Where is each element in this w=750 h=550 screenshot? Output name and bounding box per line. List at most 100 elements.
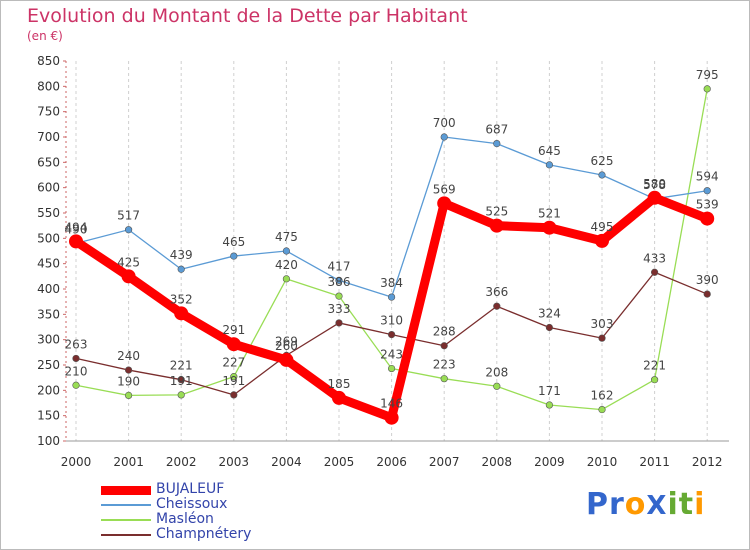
x-tick-label: 2012 (692, 455, 723, 469)
data-point (230, 391, 238, 399)
data-point (177, 265, 185, 273)
data-point (545, 323, 554, 332)
x-tick-label: 2002 (166, 455, 197, 469)
x-tick-label: 2004 (271, 455, 302, 469)
y-tick-label: 250 (37, 358, 60, 372)
data-label: 221 (643, 359, 666, 373)
data-point (703, 85, 711, 93)
data-label: 494 (65, 220, 88, 234)
y-tick-label: 300 (37, 333, 60, 347)
data-point (493, 382, 501, 390)
data-label: 227 (222, 356, 245, 370)
data-label: 687 (485, 123, 508, 137)
data-label: 490 (65, 222, 88, 236)
data-label: 525 (485, 205, 508, 219)
data-label: 191 (222, 374, 245, 388)
legend-label: Cheissoux (156, 496, 228, 512)
data-point (388, 293, 396, 301)
x-tick-label: 2011 (639, 455, 670, 469)
chart-title: Evolution du Montant de la Dette par Hab… (27, 5, 468, 27)
data-label: 625 (591, 154, 614, 168)
data-label: 208 (485, 365, 508, 379)
data-point (335, 292, 343, 300)
y-tick-label: 150 (37, 409, 60, 423)
data-label: 465 (222, 235, 245, 249)
data-label: 420 (275, 258, 298, 272)
data-label: 390 (696, 273, 719, 287)
data-point (440, 375, 448, 383)
y-tick-label: 450 (37, 257, 60, 271)
data-point (335, 319, 343, 327)
data-label: 439 (170, 248, 193, 262)
data-label: 333 (328, 302, 351, 316)
data-point (440, 342, 448, 350)
data-point (226, 337, 241, 352)
data-label: 291 (222, 323, 245, 337)
data-label: 700 (433, 116, 456, 130)
y-tick-label: 350 (37, 307, 60, 321)
data-point (384, 410, 399, 425)
data-label: 569 (433, 182, 456, 196)
data-point (332, 390, 346, 405)
data-label: 223 (433, 358, 456, 372)
data-point (703, 290, 711, 298)
data-label: 269 (275, 334, 298, 348)
data-label: 475 (275, 230, 298, 244)
data-label: 190 (117, 374, 140, 388)
data-label: 594 (696, 170, 719, 184)
data-label: 221 (170, 359, 193, 373)
data-point (703, 187, 711, 195)
data-point (598, 405, 606, 414)
data-point (598, 334, 606, 342)
data-label: 240 (117, 349, 140, 363)
data-label: 260 (275, 339, 298, 353)
data-label: 162 (591, 389, 614, 403)
data-label: 288 (433, 325, 456, 339)
logo-letter: P (586, 487, 609, 522)
y-tick-label: 700 (37, 130, 60, 144)
data-label: 495 (591, 220, 614, 234)
data-label: 191 (170, 374, 193, 388)
y-tick-label: 650 (37, 155, 60, 169)
x-tick-label: 2008 (482, 455, 513, 469)
data-point (700, 211, 715, 226)
data-point (489, 218, 504, 233)
data-point (650, 268, 659, 276)
data-label: 433 (643, 251, 666, 265)
data-point (124, 366, 133, 374)
y-tick-label: 500 (37, 231, 60, 245)
data-point (545, 161, 554, 169)
data-point (598, 171, 606, 179)
data-label: 146 (380, 397, 403, 411)
data-label: 578 (643, 178, 666, 192)
logo-letter: r (609, 487, 625, 522)
proxiti-logo: ProXiti (586, 487, 705, 522)
data-point (177, 391, 185, 399)
x-tick-label: 2010 (587, 455, 618, 469)
data-label: 210 (65, 364, 88, 378)
legend-label: BUJALEUF (156, 481, 225, 497)
y-tick-label: 850 (37, 54, 60, 68)
y-tick-label: 600 (37, 181, 60, 195)
data-label: 171 (538, 384, 561, 398)
data-point (177, 376, 185, 384)
x-tick-label: 2003 (219, 455, 250, 469)
data-label: 417 (328, 259, 351, 273)
legend-label: Champnétery (156, 526, 252, 542)
data-label: 425 (117, 255, 140, 269)
data-label: 384 (380, 276, 403, 290)
logo-letter: i (667, 487, 679, 522)
data-point (437, 196, 452, 211)
y-tick-label: 200 (37, 383, 60, 397)
data-label: 539 (696, 198, 719, 212)
y-tick-label: 750 (37, 105, 60, 119)
x-tick-label: 2006 (376, 455, 407, 469)
x-tick-label: 2007 (429, 455, 460, 469)
data-label: 386 (328, 275, 351, 289)
x-tick-label: 2005 (324, 455, 355, 469)
data-label: 310 (380, 314, 403, 328)
legend-label: Masléon (156, 511, 214, 527)
data-point (282, 247, 291, 255)
